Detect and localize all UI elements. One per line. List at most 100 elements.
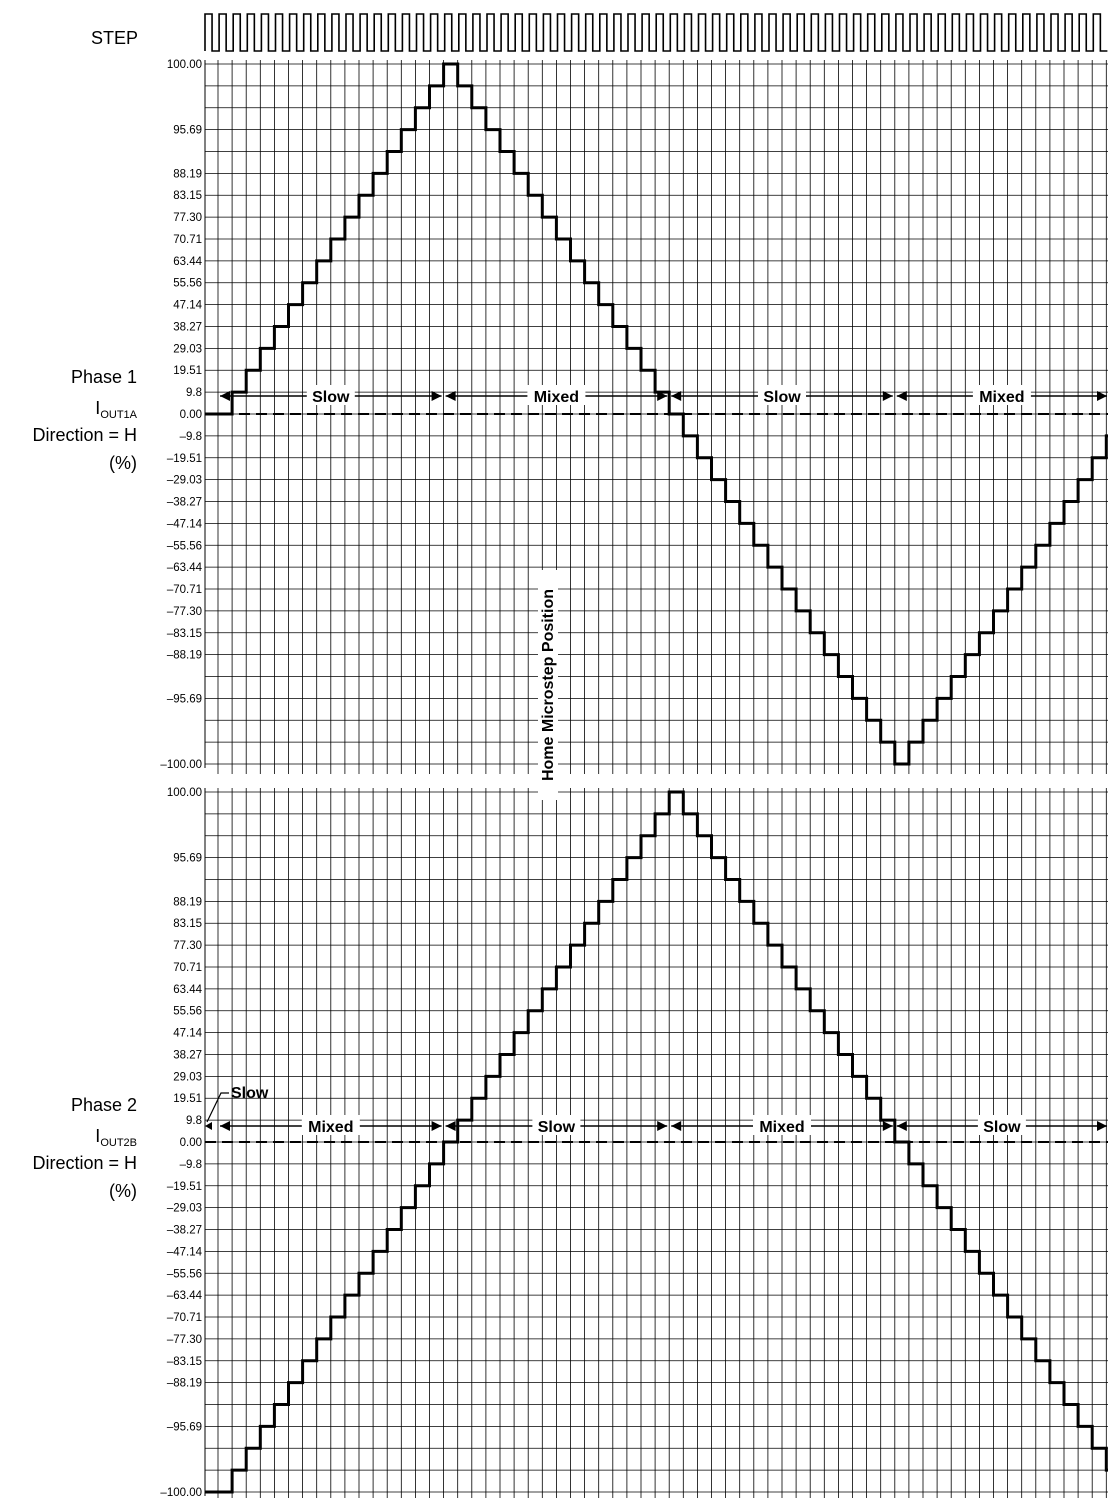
decay-label: Slow [983,1119,1021,1136]
decay-label: Mixed [979,389,1024,406]
y-tick-label: 55.56 [173,1006,202,1018]
y-tick-label: 95.69 [173,853,202,865]
step-pulse-train [204,13,1108,52]
y-tick-label: 63.44 [173,256,202,268]
home-label-group: Home Microstep Position [538,570,558,800]
y-tick-label: –70.71 [167,584,202,596]
decay-arrowhead-right [431,1121,442,1131]
phase2-ylabel-line3: Direction = H [32,1153,137,1173]
decay-arrowhead-right [431,391,442,401]
y-tick-label: –88.19 [167,650,202,662]
phase1-ylabel-line3: Direction = H [32,425,137,445]
decay-label: Mixed [759,1119,804,1136]
decay-label-slow-callout: Slow [231,1085,269,1102]
phase1-ylabel-line1: Phase 1 [71,367,137,387]
callout-arrowhead [205,1122,212,1130]
y-tick-label: –47.14 [167,518,203,530]
decay-arrowhead-left [671,391,682,401]
y-tick-label: –95.69 [167,693,202,705]
y-tick-label: –19.51 [167,453,202,465]
y-tick-label: 83.15 [173,190,202,202]
phase2-current-curve [205,790,1108,1494]
decay-arrowhead-right [882,391,893,401]
callout-leader [206,1092,229,1123]
decay-arrowhead-right [657,1121,668,1131]
decay-arrowhead-left [220,1121,230,1131]
decay-arrowhead-left [896,391,907,401]
decay-label-bg [977,1115,1026,1135]
phase2-ylabel-line2: IOUT2B [95,1126,137,1149]
phase2-ylabel-line4: (%) [109,1181,137,1201]
decay-label: Slow [312,389,350,406]
y-tick-label: –19.51 [167,1181,202,1193]
decay-label-bg [972,385,1031,405]
phase2-grid [204,788,1108,1498]
step-label: STEP [91,28,138,48]
decay-arrowhead-left [445,391,456,401]
y-tick-label: 63.44 [173,984,202,996]
phase2-y-ticks: 100.00 95.69 88.19 83.15 77.30 70.71 63.44 55.5… [160,787,202,1498]
y-tick-label: 95.69 [173,125,202,137]
y-tick-label: 38.27 [173,321,202,333]
phase2-decay-annotations: Slow Mixed Slow Mixed Slow [205,1085,1107,1136]
decay-label: Mixed [308,1119,353,1136]
decay-arrowhead-left [671,1121,682,1131]
y-tick-label: –88.19 [167,1378,202,1390]
decay-label-bg [527,385,586,405]
y-tick-label: 0.00 [180,409,202,421]
home-microstep-label: Home Microstep Position [540,589,557,781]
y-tick-label: 70.71 [173,234,202,246]
y-tick-label: –9.8 [180,431,202,443]
y-tick-label: –55.56 [167,540,202,552]
phase1-ylabel-line4: (%) [109,453,137,473]
decay-label-bg [301,1115,360,1135]
y-tick-label: 9.8 [186,1115,202,1127]
phase1-y-ticks: 100.00 95.69 88.19 83.15 77.30 70.71 63.44 55.5… [160,59,202,771]
y-tick-label: 88.19 [173,896,202,908]
decay-arrowhead-right [1097,1121,1107,1131]
y-tick-label: 70.71 [173,962,202,974]
decay-arrowhead-left [896,1121,907,1131]
y-tick-label: 47.14 [173,1028,202,1040]
decay-arrowhead-left [445,1121,456,1131]
y-tick-label: 83.15 [173,918,202,930]
phase1-current-curve [205,62,1108,766]
y-tick-label: 19.51 [173,1093,202,1105]
y-tick-label: 38.27 [173,1049,202,1061]
phase1-ylabel-main: I [95,398,100,418]
y-tick-label: –38.27 [167,1225,202,1237]
phase1-decay-annotations: Slow Mixed Slow Mixed [220,385,1107,406]
home-label-bg [538,570,558,800]
y-tick-label: 0.00 [180,1137,202,1149]
y-tick-label: 19.51 [173,365,202,377]
decay-label: Mixed [534,389,579,406]
y-tick-label: –100.00 [160,759,202,771]
phase2-ylabel-line1: Phase 2 [71,1095,137,1115]
decay-arrowhead-left [220,391,230,401]
y-tick-label: 77.30 [173,940,202,952]
phase1-ylabel-sub: OUT1A [100,409,137,421]
decay-label: Slow [763,389,801,406]
decay-arrowhead-right [1097,391,1107,401]
decay-label-bg [532,1115,581,1135]
phase1-grid [204,60,1108,774]
y-tick-label: –95.69 [167,1421,202,1433]
phase2-ylabel: Phase 2 IOUT2B Direction = H (%) [32,1095,137,1201]
phase1-ylabel-line2: IOUT1A [95,398,137,421]
step-signal [204,13,1108,52]
y-tick-label: –83.15 [167,628,202,640]
y-tick-label: –77.30 [167,1334,202,1346]
decay-label: Slow [538,1119,576,1136]
y-tick-label: 29.03 [173,1071,202,1083]
y-tick-label: 88.19 [173,168,202,180]
y-tick-label: –55.56 [167,1268,202,1280]
phase1-ylabel: Phase 1 IOUT1A Direction = H (%) [32,367,137,473]
decay-label-bg [758,385,806,405]
phase2-ylabel-main: I [95,1126,100,1146]
y-tick-label: –63.44 [167,1290,203,1302]
y-tick-label: –63.44 [167,562,203,574]
y-tick-label: –100.00 [160,1487,202,1498]
y-tick-label: 55.56 [173,278,202,290]
decay-arrowhead-right [882,1121,893,1131]
